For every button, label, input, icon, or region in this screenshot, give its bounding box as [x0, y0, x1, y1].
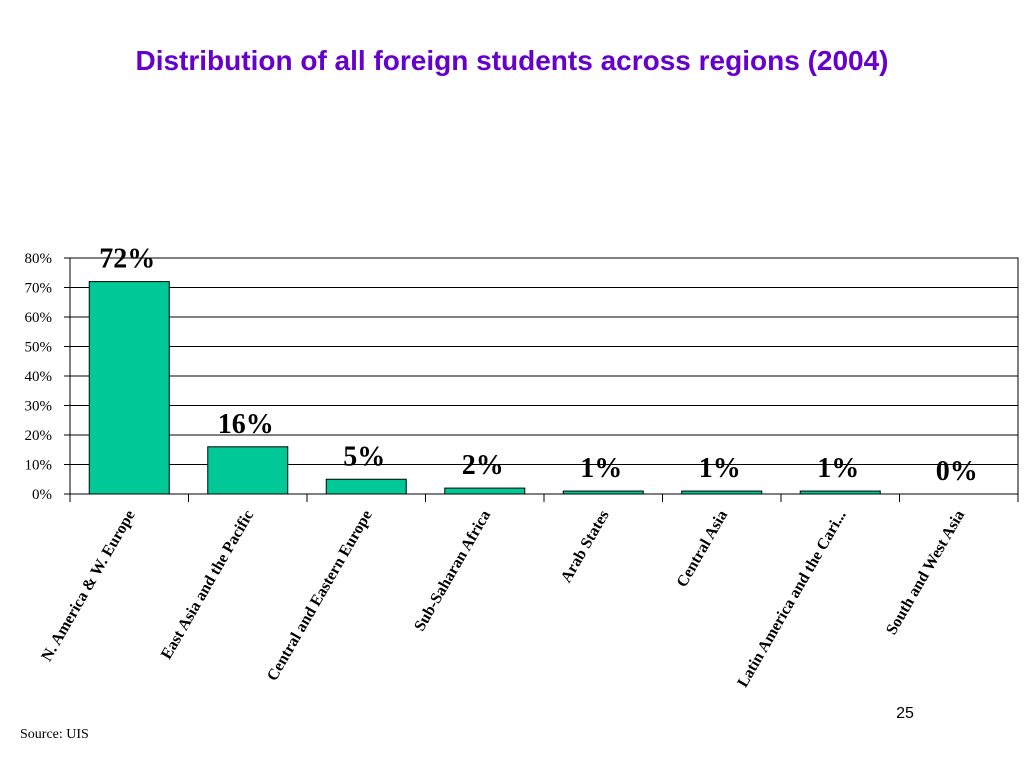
- x-tick-label: Central Asia: [674, 508, 732, 591]
- y-tick-label: 20%: [25, 428, 53, 444]
- source: Source: UIS: [20, 727, 89, 742]
- y-tick-label: 70%: [25, 281, 53, 297]
- y-tick-label: 50%: [25, 340, 53, 356]
- value-label: 1%: [817, 453, 859, 484]
- bar: [88, 281, 170, 495]
- x-tick-label: N. America & W. Europe: [38, 508, 138, 665]
- value-label: 2%: [462, 450, 504, 481]
- page-number: 25: [896, 705, 914, 722]
- y-tick-label: 40%: [25, 369, 53, 385]
- x-tick-label: Arab States: [558, 508, 613, 586]
- y-tick-label: 60%: [25, 310, 53, 326]
- y-tick-label: 80%: [25, 251, 53, 267]
- value-label: 1%: [699, 453, 741, 484]
- y-tick-label: 30%: [25, 399, 53, 415]
- bar: [681, 490, 763, 495]
- bar: [444, 487, 526, 495]
- x-tick-label: South and West Asia: [883, 508, 968, 638]
- value-label: 0%: [936, 456, 978, 487]
- bar: [799, 490, 881, 495]
- value-label: 5%: [343, 441, 385, 472]
- bar: [562, 490, 644, 495]
- value-label: 72%: [99, 244, 155, 275]
- value-label: 1%: [580, 453, 622, 484]
- x-tick-label: East Asia and the Pacific: [158, 508, 257, 663]
- x-tick-label: Sub-Saharan Africa: [411, 508, 494, 635]
- chart-title: Distribution of all foreign students acr…: [135, 45, 889, 76]
- bar: [207, 446, 289, 495]
- y-tick-label: 10%: [25, 458, 53, 474]
- x-tick-label: Latin America and the Cari...: [734, 508, 849, 691]
- value-label: 16%: [218, 409, 274, 440]
- x-tick-label: Central and Eastern Europe: [264, 508, 376, 684]
- y-tick-label: 0%: [32, 487, 52, 503]
- bar: [325, 478, 407, 495]
